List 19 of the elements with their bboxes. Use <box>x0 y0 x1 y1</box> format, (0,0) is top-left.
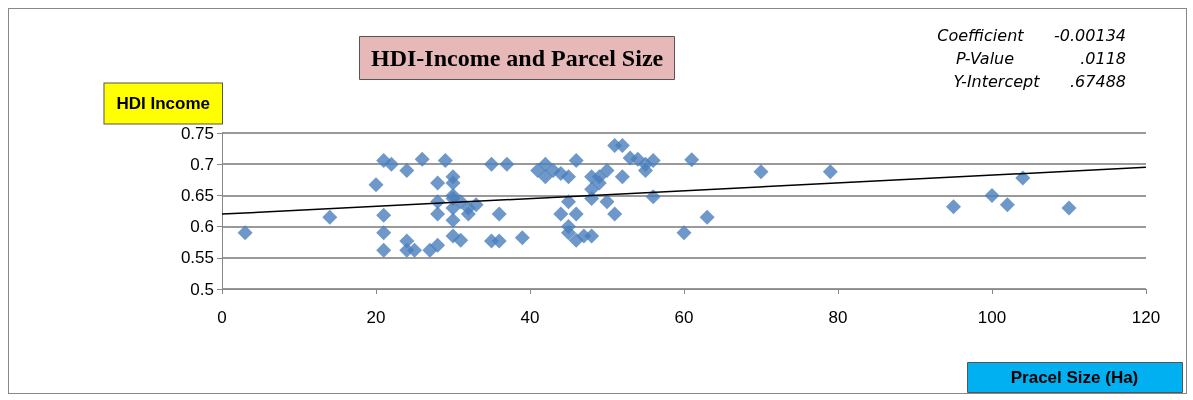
y-tick-label: 0.5 <box>190 279 214 299</box>
y-tick-label: 0.65 <box>180 185 214 205</box>
y-tick-label: 0.55 <box>180 248 214 268</box>
x-tick-label: 0 <box>217 308 227 327</box>
x-tick-label: 80 <box>828 308 848 327</box>
y-tick-label: 0.6 <box>190 217 214 237</box>
x-tick-label: 60 <box>674 308 694 327</box>
y-axis-title: HDI Income <box>116 94 210 114</box>
y-tick-label: 0.7 <box>190 154 214 174</box>
x-tick-label: 40 <box>520 308 540 327</box>
y-tick-label: 0.75 <box>180 123 214 143</box>
x-axis-title: Pracel Size (Ha) <box>1010 368 1139 387</box>
x-tick-label: 100 <box>977 308 1007 327</box>
x-tick-label: 120 <box>1131 308 1161 327</box>
text: Coefficient -0.00134 <box>937 25 1126 45</box>
text: P-Value .0118 <box>956 48 1127 68</box>
chart-title: HDI-Income and Parcel Size <box>371 45 664 71</box>
x-tick-label: 20 <box>366 308 386 327</box>
text: Y-Intercept .67488 <box>953 71 1126 91</box>
